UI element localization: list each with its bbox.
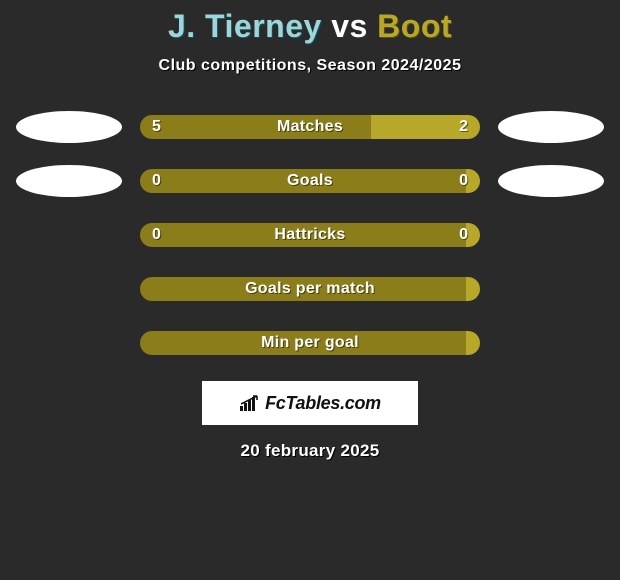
player2-oval xyxy=(498,111,604,143)
stat-bar: Min per goal xyxy=(140,331,480,355)
stat-bar: Matches52 xyxy=(140,115,480,139)
stat-row: Goals00 xyxy=(0,165,620,197)
bar-right-segment xyxy=(466,331,480,355)
bar-left-segment xyxy=(140,223,466,247)
bar-right-segment xyxy=(466,277,480,301)
player2-oval xyxy=(498,165,604,197)
bar-right-segment xyxy=(466,223,480,247)
bar-right-segment xyxy=(466,169,480,193)
vs-label: vs xyxy=(331,8,368,44)
stat-bar: Goals00 xyxy=(140,169,480,193)
stat-row: Matches52 xyxy=(0,111,620,143)
bar-left-segment xyxy=(140,169,466,193)
bar-chart-arrow-icon xyxy=(239,394,261,412)
comparison-widget: J. Tierney vs Boot Club competitions, Se… xyxy=(0,0,620,461)
bar-right-segment xyxy=(371,115,480,139)
bar-left-segment xyxy=(140,115,371,139)
stats-rows: Matches52 Goals00 Hattricks00 Goals per mat… xyxy=(0,111,620,359)
page-title: J. Tierney vs Boot xyxy=(0,8,620,45)
bar-left-segment xyxy=(140,277,466,301)
branding-box: FcTables.com xyxy=(202,381,418,425)
player1-oval xyxy=(16,165,122,197)
player2-name: Boot xyxy=(377,8,452,44)
stat-row: Min per goal xyxy=(0,327,620,359)
player1-oval xyxy=(16,111,122,143)
player1-name: J. Tierney xyxy=(168,8,322,44)
stat-row: Hattricks00 xyxy=(0,219,620,251)
stat-bar: Goals per match xyxy=(140,277,480,301)
bar-left-segment xyxy=(140,331,466,355)
stat-bar: Hattricks00 xyxy=(140,223,480,247)
stat-row: Goals per match xyxy=(0,273,620,305)
branding-text: FcTables.com xyxy=(265,393,381,414)
subtitle: Club competitions, Season 2024/2025 xyxy=(0,57,620,75)
date-label: 20 february 2025 xyxy=(0,441,620,461)
